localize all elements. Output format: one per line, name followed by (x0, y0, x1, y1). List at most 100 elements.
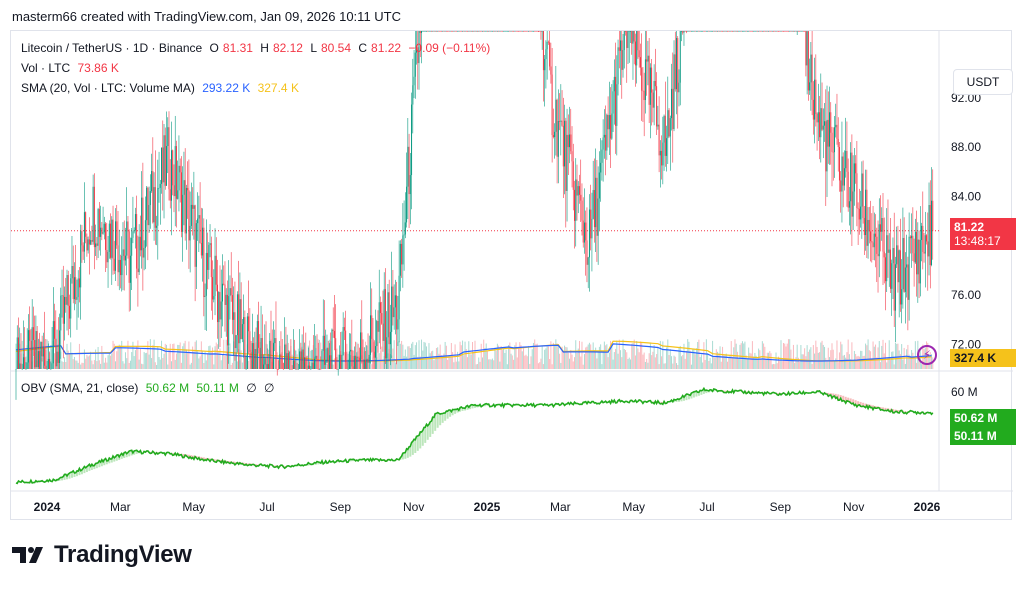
flash-icon[interactable]: ⚡ (917, 345, 937, 365)
candle-body (577, 186, 579, 196)
volume-bar (178, 344, 180, 369)
candle-body (483, 31, 485, 32)
candle-body (39, 351, 41, 369)
obv-tag-a: 50.62 M (950, 409, 1016, 427)
candle-body (263, 364, 265, 369)
volume-bar (521, 351, 523, 369)
obv-legend[interactable]: OBV (SMA, 21, close) 50.62 M 50.11 M ∅ ∅ (21, 381, 278, 395)
volume-bar (815, 340, 817, 369)
volume-bar (379, 350, 381, 369)
candle-body (908, 236, 910, 300)
brand-name: TradingView (54, 541, 192, 568)
candle-body (896, 245, 898, 265)
candle-body (376, 321, 378, 347)
candle-body (562, 125, 564, 167)
candle-body (505, 31, 507, 32)
candle-body (443, 31, 445, 32)
candle-body (326, 347, 328, 362)
candle-body (337, 369, 339, 370)
candle-body (213, 296, 215, 300)
candle-body (209, 243, 211, 245)
volume-bar (631, 343, 633, 369)
volume-bar (699, 357, 701, 369)
candle-body (801, 31, 803, 32)
candle-body (40, 341, 42, 369)
candle-body (371, 315, 373, 339)
volume-bar (554, 345, 556, 369)
candle-body (460, 31, 462, 32)
volume-bar (764, 346, 766, 369)
obv-fill (307, 462, 310, 466)
candle-body (519, 31, 521, 32)
volume-bar (421, 339, 423, 369)
candle-body (647, 55, 649, 62)
candle-body (377, 321, 379, 332)
candle-body (223, 283, 225, 285)
candle-body (861, 173, 863, 207)
candle-body (478, 31, 480, 32)
candle-body (235, 335, 237, 349)
candle-body (256, 321, 258, 369)
candle-body (570, 134, 572, 152)
volume-bar (480, 343, 482, 369)
candle-body (37, 351, 39, 368)
candle-body (166, 146, 168, 186)
candle-body (115, 221, 117, 271)
volume-bar (544, 349, 546, 369)
candle-body (121, 255, 123, 276)
obv-fill (411, 441, 414, 455)
volume-bar (230, 364, 232, 369)
candle-body (689, 31, 691, 32)
candle-body (776, 31, 778, 32)
volume-bar (479, 361, 481, 369)
candle-body (25, 369, 27, 370)
currency-button[interactable]: USDT (953, 69, 1013, 95)
obv-fill (461, 408, 464, 411)
candle-body (177, 190, 179, 199)
candle-body (433, 31, 435, 32)
volume-bar (394, 362, 396, 369)
volume-bar (198, 358, 200, 369)
candle-body (188, 190, 190, 241)
obv-fill (314, 463, 317, 465)
volume-bar (629, 359, 631, 369)
volume-bar (679, 345, 681, 369)
volume-bar (780, 340, 782, 369)
candle-body (498, 31, 500, 32)
volume-bar (148, 354, 150, 369)
candle-body (923, 251, 925, 254)
candle-body (455, 31, 457, 32)
volume-bar (575, 340, 577, 369)
candle-body (144, 220, 146, 248)
candle-body (827, 119, 829, 147)
candle-body (758, 31, 760, 32)
volume-bar (481, 357, 483, 369)
volume-bar (913, 358, 915, 369)
candle-body (530, 31, 532, 32)
candle-body (414, 52, 416, 77)
candle-body (527, 31, 529, 32)
candle-body (771, 31, 773, 32)
candle-body (381, 313, 383, 324)
volume-bar (898, 350, 900, 369)
candle-body (430, 31, 432, 32)
candle-body (595, 177, 597, 228)
volume-bar (830, 350, 832, 369)
candle-body (799, 31, 801, 32)
sma-legend[interactable]: SMA (20, Vol · LTC: Volume MA) 293.22 K … (21, 81, 303, 95)
brand[interactable]: TradingView (12, 541, 192, 569)
candle-body (255, 348, 257, 369)
candle-body (889, 249, 891, 289)
volume-legend[interactable]: Vol · LTC 73.86 K (21, 61, 123, 75)
candle-body (500, 31, 502, 32)
volume-bar (539, 362, 541, 369)
candle-body (169, 189, 171, 201)
symbol-label[interactable]: Litecoin / TetherUS · 1D · Binance (21, 41, 203, 55)
price-tick-label: 76.00 (951, 288, 981, 302)
volume-bar (500, 346, 502, 369)
obv-fill (675, 399, 678, 402)
candle-body (680, 31, 682, 32)
obv-fill (869, 404, 872, 408)
